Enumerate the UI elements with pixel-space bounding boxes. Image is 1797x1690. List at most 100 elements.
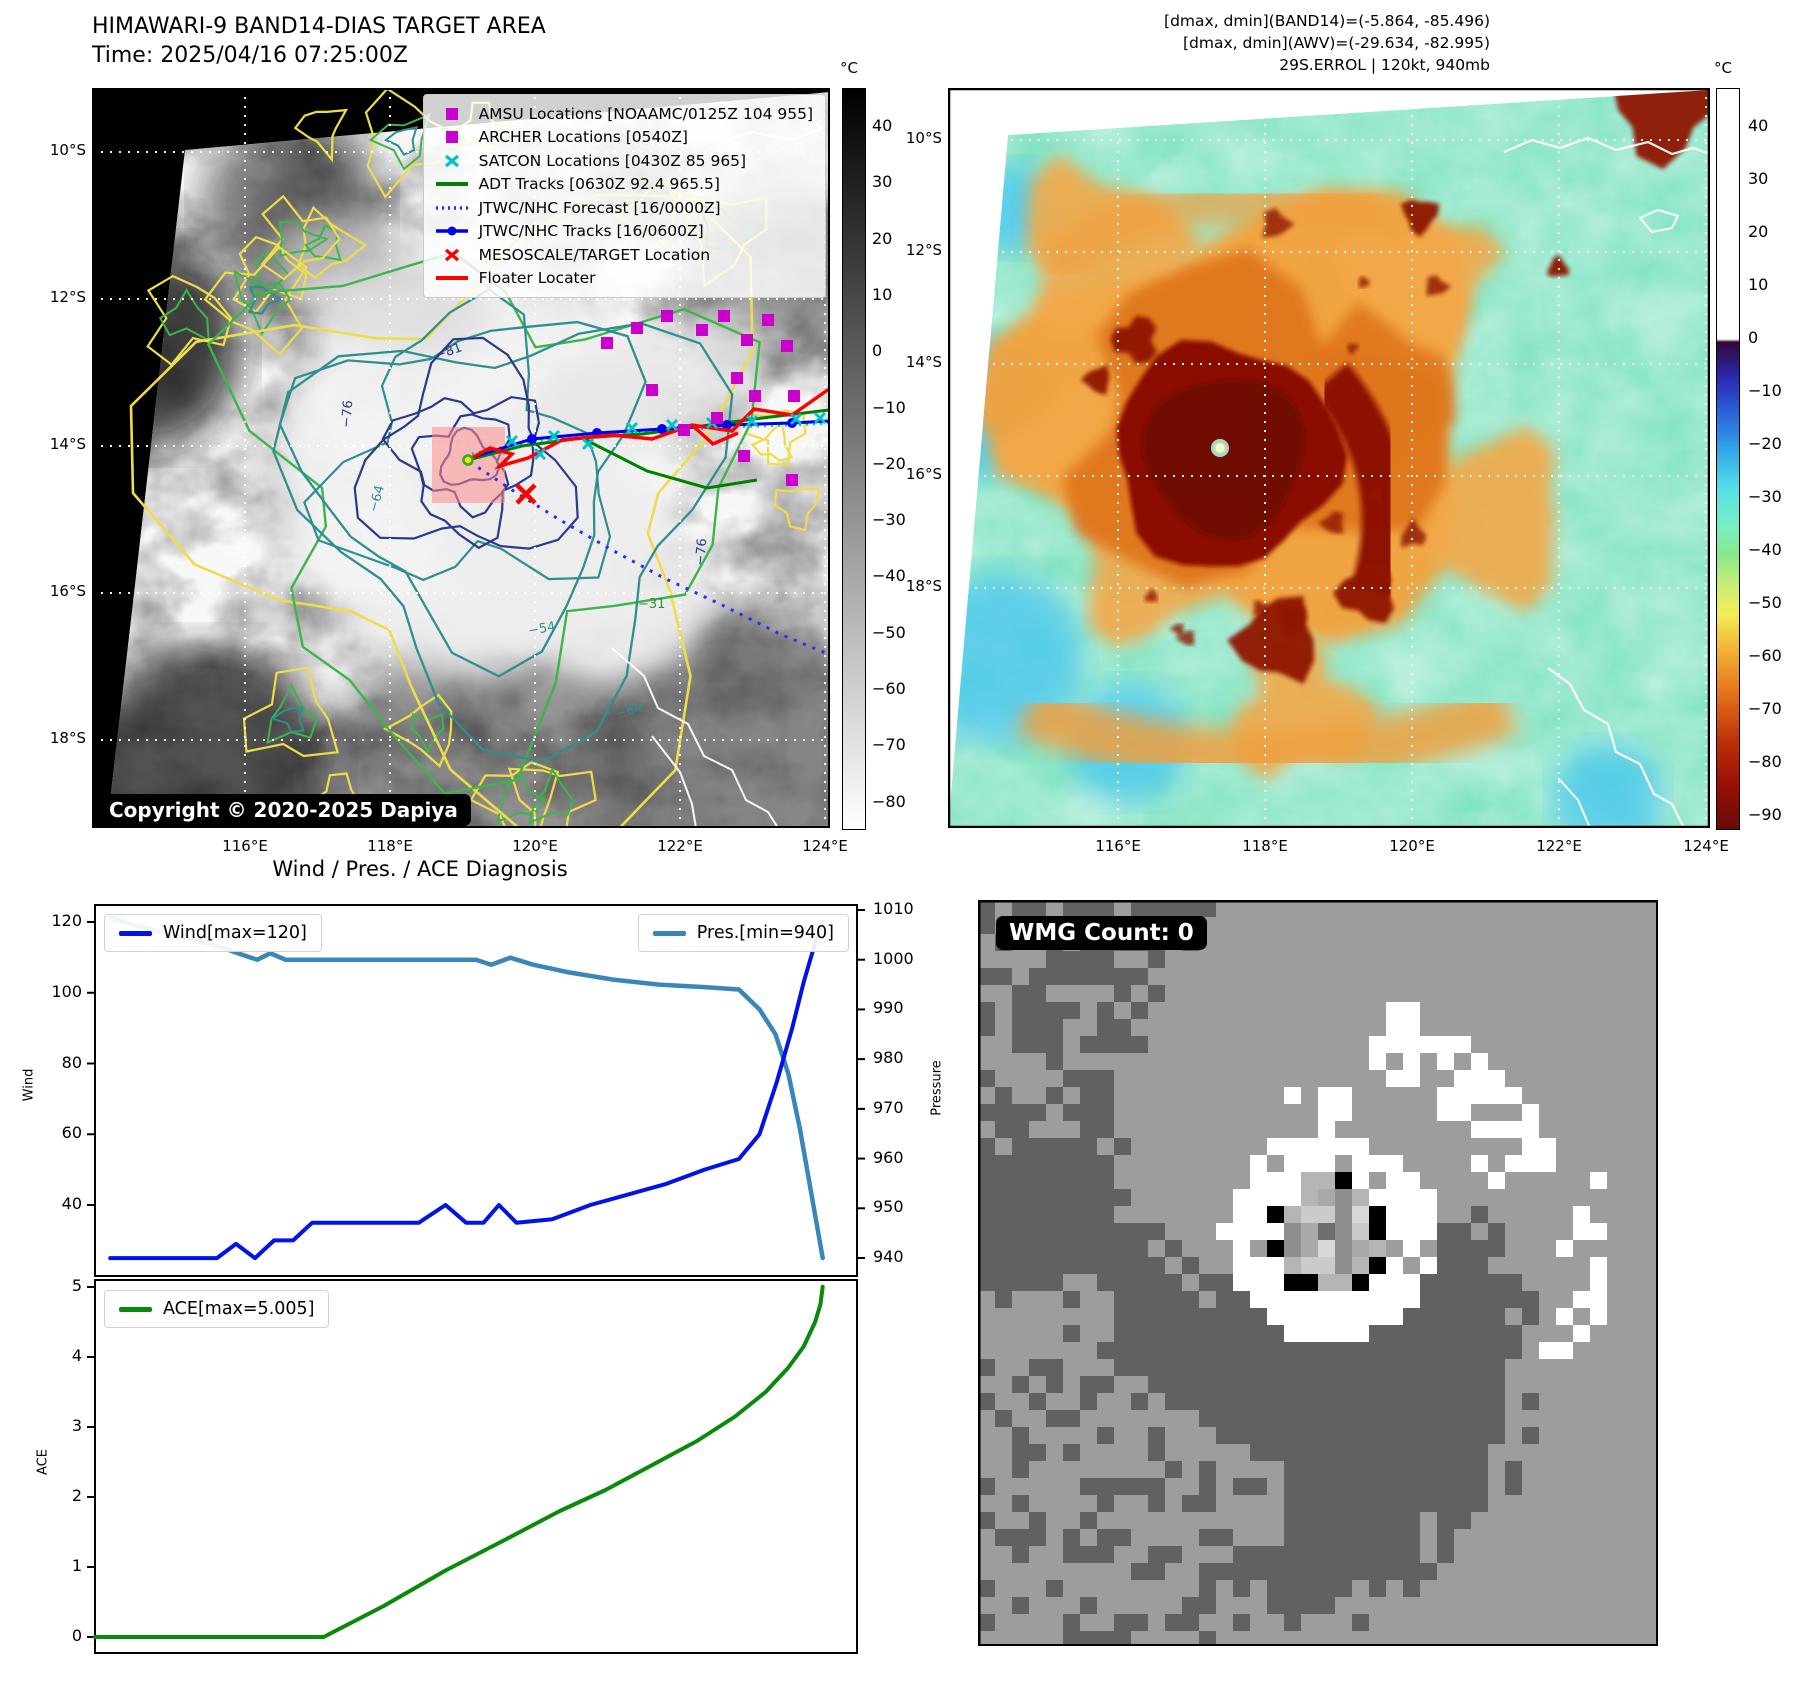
copyright-badge: Copyright © 2020-2025 Dapiya xyxy=(96,794,471,826)
contour-label: −64 xyxy=(614,700,644,722)
left-map-lon-label: 120°E xyxy=(512,837,558,855)
ace-line-sample xyxy=(119,1306,152,1312)
pressure-ytick-label: 940 xyxy=(873,1246,904,1266)
map-legend-label: ARCHER Locations [0540Z] xyxy=(478,128,688,147)
wind-pressure-chart xyxy=(87,904,865,1277)
map-legend-label: Floater Locater xyxy=(478,269,596,288)
right-map-lat-label: 18°S xyxy=(905,577,942,595)
ace-ytick-label: 5 xyxy=(71,1276,82,1295)
info-dmax-awv: [dmax, dmin](AWV)=(-29.634, -82.995) xyxy=(1183,34,1490,52)
ace-ytick-label: 4 xyxy=(71,1346,82,1365)
left-colorbar-tick: 20 xyxy=(872,228,893,248)
right-colorbar-tick: −40 xyxy=(1748,540,1782,559)
map-legend-item: ADT Tracks [0630Z 92.4 965.5] xyxy=(434,173,813,197)
left-map-lon-label: 118°E xyxy=(367,837,413,855)
wind-ytick-label: 120 xyxy=(51,911,82,930)
right-map-lat-label: 10°S xyxy=(905,129,942,147)
right-map-lon-label: 124°E xyxy=(1683,837,1729,855)
ace-axis-label: ACE xyxy=(35,1449,51,1475)
right-map-lat-label: 16°S xyxy=(905,465,942,483)
right-colorbar-tick: −20 xyxy=(1748,434,1782,453)
left-map-lat-label: 16°S xyxy=(49,582,86,600)
page-title: HIMAWARI-9 BAND14-DIAS TARGET AREA Time:… xyxy=(92,12,546,70)
right-colorbar-tick: −80 xyxy=(1748,752,1782,771)
right-colorbar-tick: −60 xyxy=(1748,646,1782,665)
line-dot-marker-icon xyxy=(435,226,468,236)
left-colorbar-tick: 40 xyxy=(872,116,893,135)
left-colorbar-tick: −20 xyxy=(872,453,906,473)
pressure-ytick-label: 990 xyxy=(873,998,904,1018)
left-colorbar-tick: −80 xyxy=(872,791,906,811)
map-legend-label: MESOSCALE/TARGET Location xyxy=(478,245,711,264)
contour-label: −31 xyxy=(638,597,665,612)
pressure-axis-label: Pressure xyxy=(929,1060,945,1116)
ace-ytick-label: 2 xyxy=(71,1486,82,1505)
pres-legend: Pres.[min=940] xyxy=(637,914,849,952)
right-map-lon-label: 118°E xyxy=(1242,837,1288,855)
left-map-lat-label: 12°S xyxy=(49,288,86,306)
wind-ytick-label: 60 xyxy=(61,1123,82,1143)
right-map-lat-label: 12°S xyxy=(905,241,942,259)
map-legend-label: SATCON Locations [0430Z 85 965] xyxy=(478,151,747,170)
x-marker-icon xyxy=(444,154,459,168)
ace-ytick-label: 3 xyxy=(71,1416,82,1435)
wind-line-sample xyxy=(119,930,152,936)
map-legend-label: ADT Tracks [0630Z 92.4 965.5] xyxy=(478,175,720,194)
ir-colorbar xyxy=(1716,88,1740,830)
wind-ytick-label: 80 xyxy=(61,1052,82,1072)
pressure-ytick-label: 1010 xyxy=(873,899,914,918)
left-map-lat-label: 14°S xyxy=(49,435,86,453)
ace-ytick-label: 0 xyxy=(71,1626,82,1645)
info-dmax-band14: [dmax, dmin](BAND14)=(-5.864, -85.496) xyxy=(1164,12,1490,30)
square-marker-icon xyxy=(445,131,458,144)
map-legend-item: JTWC/NHC Tracks [16/0600Z] xyxy=(434,220,813,244)
left-colorbar-tick: −50 xyxy=(872,622,906,642)
right-map-lat-label: 14°S xyxy=(905,353,942,371)
left-colorbar-tick: −30 xyxy=(872,510,906,530)
wmg-pixel-panel xyxy=(978,900,1658,1646)
band14-grayscale-map: −81−76−64−64−76−54−31 xyxy=(92,88,830,828)
right-map-lon-label: 116°E xyxy=(1095,837,1141,855)
pressure-ytick-label: 980 xyxy=(873,1048,904,1068)
line-marker-icon xyxy=(435,276,468,281)
band14-overlays: −81−76−64−64−76−54−31 xyxy=(92,88,830,828)
wind-ytick-label: 100 xyxy=(51,981,82,1001)
wind-ytick-label: 40 xyxy=(61,1194,82,1213)
left-colorbar-tick: −70 xyxy=(872,735,906,755)
contour-label: −54 xyxy=(527,619,557,639)
pressure-ytick-label: 970 xyxy=(873,1097,904,1117)
wind-legend-label: Wind[max=120] xyxy=(163,923,307,943)
right-colorbar-tick: −70 xyxy=(1748,699,1782,718)
left-colorbar-tick: −10 xyxy=(872,397,906,417)
contour-label: −64 xyxy=(366,484,388,514)
title-line-2: Time: 2025/04/16 07:25:00Z xyxy=(92,43,408,68)
right-colorbar-tick: 30 xyxy=(1748,169,1769,188)
right-colorbar-tick: 20 xyxy=(1748,222,1769,241)
map-legend-label: JTWC/NHC Tracks [16/0600Z] xyxy=(478,222,704,241)
left-map-lat-label: 18°S xyxy=(49,729,86,747)
right-colorbar-tick: −90 xyxy=(1748,805,1782,824)
contour-label: −76 xyxy=(693,538,710,567)
info-storm-status: 29S.ERROL | 120kt, 940mb xyxy=(1279,56,1490,74)
right-colorbar-tick: −30 xyxy=(1748,487,1782,506)
x-marker-icon xyxy=(444,248,459,262)
wmg-count-badge: WMG Count: 0 xyxy=(996,916,1207,950)
map-legend-item: Floater Locater xyxy=(434,267,813,291)
wind-axis-label: Wind xyxy=(21,1068,37,1102)
pres-line-sample xyxy=(652,930,686,936)
left-colorbar-tick: 0 xyxy=(872,341,883,361)
right-colorbar-tick: 40 xyxy=(1748,116,1769,135)
map-legend-label: AMSU Locations [NOAAMC/0125Z 104 955] xyxy=(478,104,813,123)
map-legend-item: JTWC/NHC Forecast [16/0000Z] xyxy=(434,196,813,220)
left-map-lon-label: 116°E xyxy=(222,837,268,855)
map-legend-item: ARCHER Locations [0540Z] xyxy=(434,126,813,150)
map-legend-item: AMSU Locations [NOAAMC/0125Z 104 955] xyxy=(434,102,813,126)
right-colorbar-tick: −50 xyxy=(1748,593,1782,612)
enhanced-ir-map xyxy=(948,88,1710,828)
chart-title: Wind / Pres. / ACE Diagnosis xyxy=(272,857,568,881)
title-line-1: HIMAWARI-9 BAND14-DIAS TARGET AREA xyxy=(92,14,546,39)
ir-overlays xyxy=(948,88,1710,828)
left-colorbar-tick: 10 xyxy=(872,284,893,304)
dotted-line-marker-icon xyxy=(435,206,468,210)
right-colorbar-tick: 10 xyxy=(1748,275,1769,294)
